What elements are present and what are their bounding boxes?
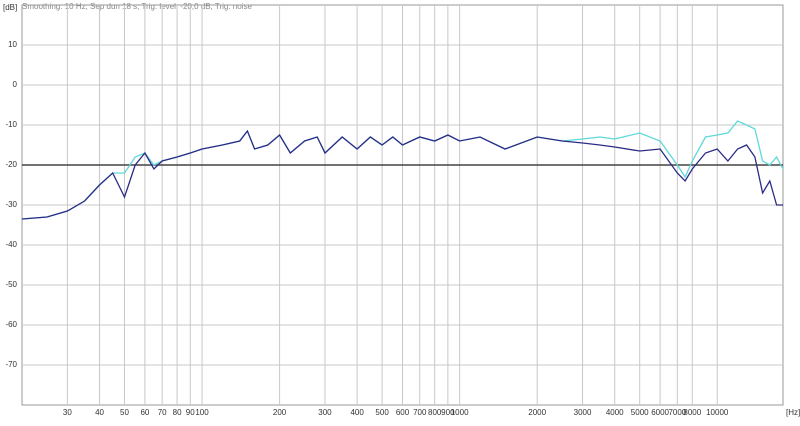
x-tick-label: 1000	[451, 408, 469, 417]
x-tick-label: 6000	[651, 408, 669, 417]
y-tick-label: 10	[8, 40, 17, 49]
series-line	[21, 129, 783, 220]
x-tick-label: 100	[195, 408, 209, 417]
y-tick-label: 0	[13, 80, 18, 89]
x-tick-label: 400	[350, 408, 364, 417]
x-tick-label: 70	[158, 408, 167, 417]
x-tick-label: 200	[273, 408, 287, 417]
x-tick-label: 90	[186, 408, 195, 417]
y-tick-label: -70	[5, 360, 17, 369]
x-tick-label: 300	[318, 408, 332, 417]
x-tick-label: 500	[375, 408, 389, 417]
y-tick-label: -20	[5, 160, 17, 169]
chart-title: Smoothing: 10 Hz, Sep dun 18 s, Trig. le…	[22, 2, 252, 11]
x-tick-label: 600	[396, 408, 410, 417]
x-tick-label: 5000	[631, 408, 649, 417]
y-tick-label: -60	[5, 320, 17, 329]
x-tick-label: 60	[140, 408, 149, 417]
x-tick-label: 40	[95, 408, 104, 417]
x-tick-label: 10000	[706, 408, 729, 417]
x-tick-label: 4000	[606, 408, 624, 417]
x-axis-label: [Hz]	[786, 408, 800, 417]
x-tick-label: 3000	[574, 408, 592, 417]
y-tick-label: -10	[5, 120, 17, 129]
x-tick-label: 800	[428, 408, 442, 417]
y-tick-label: -40	[5, 240, 17, 249]
x-tick-label: 700	[413, 408, 427, 417]
y-axis-label: [dB]	[3, 3, 17, 12]
x-tick-label: 80	[173, 408, 182, 417]
y-tick-label: -50	[5, 280, 17, 289]
x-tick-label: 8000	[683, 408, 701, 417]
x-tick-label: 30	[63, 408, 72, 417]
x-tick-label: 50	[120, 408, 129, 417]
x-tick-label: 900	[441, 408, 455, 417]
x-tick-label: 7000	[668, 408, 686, 417]
y-tick-label: -30	[5, 200, 17, 209]
x-tick-label: 2000	[528, 408, 546, 417]
